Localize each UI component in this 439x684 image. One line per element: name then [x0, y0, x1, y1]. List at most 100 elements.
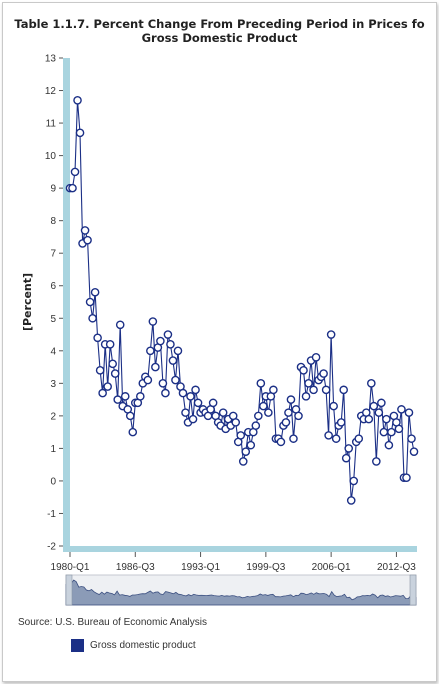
data-point [372, 457, 381, 466]
legend[interactable]: Gross domestic product [71, 639, 196, 652]
y-tick-label: 8 [50, 216, 56, 227]
data-point [256, 379, 266, 388]
navigator-handle-right [409, 574, 417, 606]
data-point [246, 440, 256, 450]
data-point [309, 385, 318, 395]
x-tick-label: 2006-Q1 [312, 562, 351, 573]
data-point [329, 401, 338, 411]
data-point [80, 226, 90, 235]
data-point [156, 336, 165, 346]
data-point [259, 401, 268, 411]
data-point [90, 287, 100, 297]
data-point [191, 385, 200, 395]
data-point [178, 388, 188, 398]
data-point [384, 440, 394, 450]
data-point [364, 414, 374, 424]
data-point [188, 414, 198, 424]
data-point [143, 375, 153, 385]
navigator-series [65, 579, 417, 606]
data-point [73, 95, 82, 105]
data-point [286, 395, 296, 404]
data-point [324, 431, 333, 440]
data-point [369, 401, 379, 411]
data-point [349, 476, 359, 486]
x-tick-label: 2012-Q3 [377, 562, 416, 573]
data-point [166, 339, 175, 349]
x-tick-label: 1986-Q3 [116, 562, 155, 573]
chart-title: Table 1.1.7. Percent Change From Precedi… [3, 17, 436, 45]
data-point [68, 183, 77, 193]
data-point [146, 346, 155, 356]
chart-title-line-1: Table 1.1.7. Percent Change From Precedi… [14, 17, 425, 31]
data-point [128, 427, 138, 437]
data-point [289, 434, 298, 443]
data-point [193, 398, 203, 408]
data-point [218, 408, 228, 417]
data-point [254, 411, 263, 421]
data-point [186, 392, 195, 401]
x-tick-label: 1999-Q3 [246, 562, 285, 573]
data-point [161, 388, 170, 398]
data-point [98, 388, 107, 398]
data-point [108, 359, 117, 369]
data-point [85, 297, 95, 307]
y-tick-label: 0 [50, 476, 56, 487]
data-point [251, 421, 261, 430]
data-point [304, 379, 313, 388]
data-point [151, 362, 160, 372]
data-point [236, 431, 246, 440]
data-point [110, 369, 120, 378]
data-point [105, 339, 115, 349]
data-point [311, 353, 321, 362]
data-point [83, 235, 92, 245]
y-tick-label: 9 [50, 184, 56, 195]
data-point [103, 382, 112, 391]
data-point [319, 369, 328, 378]
x-axis-band [63, 546, 417, 552]
data-point [409, 447, 419, 456]
x-tick-label: 1993-Q1 [181, 562, 220, 573]
data-point [344, 444, 354, 453]
data-point [120, 392, 130, 401]
data-point [148, 317, 158, 326]
data-point [125, 411, 135, 421]
y-tick-label: 3 [50, 379, 56, 390]
data-point [163, 330, 173, 339]
data-point [113, 395, 123, 404]
y-tick-label: 13 [45, 54, 57, 65]
data-point [208, 398, 218, 408]
data-point [367, 379, 376, 388]
data-point [341, 453, 351, 463]
navigator-handle-left [65, 574, 73, 606]
data-point [404, 408, 414, 417]
data-point [70, 167, 80, 177]
data-point [394, 424, 404, 434]
data-point [326, 330, 336, 339]
y-axis-band [63, 58, 70, 552]
data-point [181, 408, 190, 417]
data-point [173, 346, 183, 356]
data-point [115, 320, 125, 330]
data-point [379, 427, 389, 437]
data-point [158, 379, 168, 388]
y-tick-label: 11 [46, 119, 57, 130]
data-point [354, 434, 364, 443]
data-point [407, 434, 416, 443]
data-point [339, 385, 348, 395]
data-point [321, 385, 331, 395]
data-point [387, 427, 396, 437]
y-tick-label: -2 [47, 542, 56, 553]
data-point [374, 408, 384, 417]
data-point [336, 418, 346, 427]
data-point [346, 496, 356, 505]
data-point [402, 473, 411, 482]
data-point [75, 128, 85, 138]
data-point [294, 411, 303, 421]
data-point [276, 437, 286, 447]
legend-label: Gross domestic product [90, 640, 196, 651]
x-tick-label: 1980-Q1 [51, 562, 90, 573]
source-note: Source: U.S. Bureau of Economic Analysis [18, 617, 207, 628]
data-point [299, 366, 308, 375]
